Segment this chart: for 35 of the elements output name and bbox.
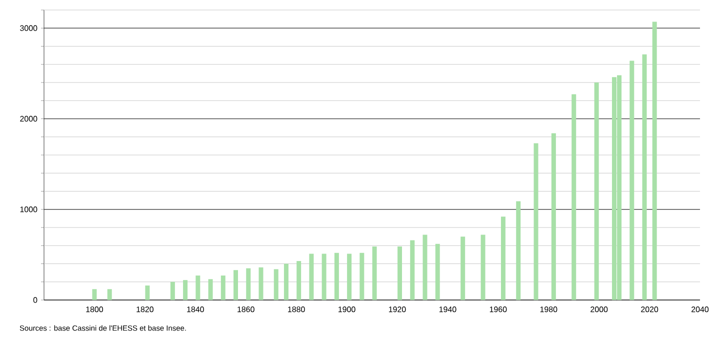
bar bbox=[196, 276, 200, 300]
bar bbox=[284, 264, 288, 300]
bar bbox=[500, 216, 506, 300]
bar bbox=[410, 240, 415, 300]
bar bbox=[234, 270, 238, 300]
bar bbox=[258, 267, 264, 300]
bar bbox=[422, 234, 428, 300]
bar bbox=[309, 254, 314, 300]
bar bbox=[92, 289, 97, 300]
bar bbox=[322, 254, 326, 300]
bar bbox=[652, 22, 657, 300]
bar bbox=[208, 279, 213, 300]
bar bbox=[347, 254, 352, 300]
bar bbox=[480, 234, 486, 300]
bar bbox=[220, 276, 226, 300]
bar bbox=[642, 54, 647, 300]
bar bbox=[460, 236, 466, 300]
bar bbox=[296, 261, 302, 300]
bar bbox=[534, 143, 538, 300]
bar bbox=[398, 246, 402, 300]
bar bbox=[170, 282, 175, 300]
bar bbox=[551, 133, 556, 300]
bar bbox=[246, 268, 251, 300]
bar bbox=[516, 201, 521, 300]
bar bbox=[334, 252, 339, 300]
bar bbox=[372, 246, 377, 300]
bar bbox=[594, 82, 599, 300]
bar bbox=[183, 280, 188, 300]
bar bbox=[274, 269, 278, 300]
bar bbox=[145, 286, 150, 300]
bar bbox=[360, 252, 364, 300]
bar bbox=[572, 94, 576, 300]
bar bbox=[630, 60, 634, 300]
bar bbox=[107, 289, 112, 300]
bar bbox=[435, 244, 440, 300]
